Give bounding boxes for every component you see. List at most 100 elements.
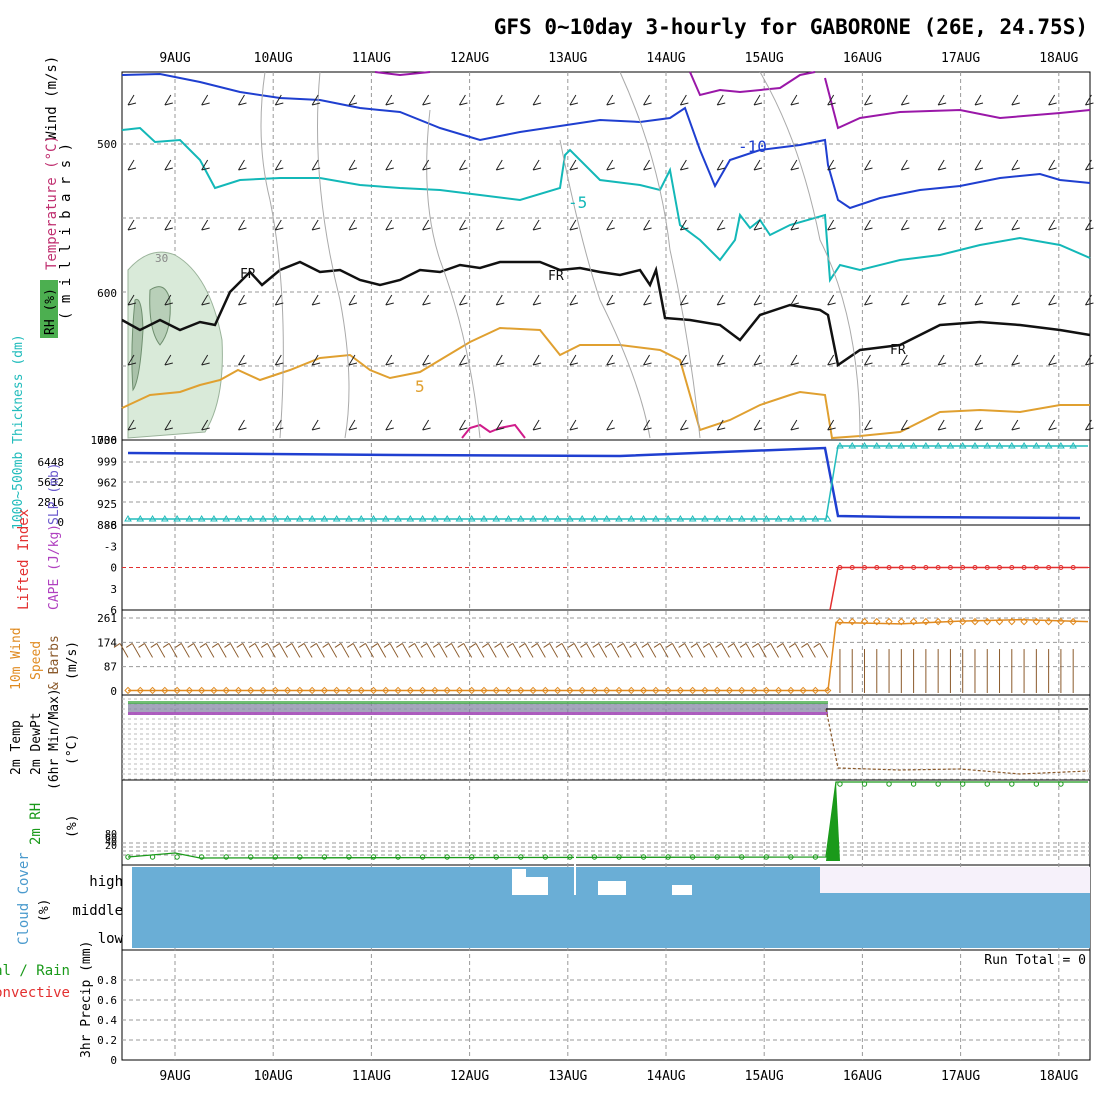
wind10m-barb <box>531 643 546 658</box>
wind-speed-marker <box>553 686 562 695</box>
temp2m-label-2: 2m DewPt <box>29 712 44 775</box>
date-label-bottom: 16AUG <box>843 1069 882 1084</box>
wind10m-barb <box>543 643 559 658</box>
thickness-marker <box>946 442 955 449</box>
wind-barb <box>974 94 984 106</box>
rh-marker <box>248 854 254 860</box>
wind10m-barb <box>310 643 325 658</box>
contour-label-fr-2: FR <box>548 269 564 284</box>
wind-speed-marker <box>210 686 218 695</box>
temp-band-green <box>128 701 828 704</box>
wind-barb <box>238 419 247 431</box>
thickness-marker <box>860 442 869 449</box>
wind-barb <box>348 94 358 106</box>
precip-tick: 0.6 <box>97 994 117 1007</box>
wind-barb <box>422 294 431 306</box>
wind-barb <box>937 159 947 171</box>
date-label-top: 16AUG <box>843 51 882 66</box>
wind-barb <box>1048 219 1057 231</box>
wind-barb <box>458 419 468 431</box>
wind10m-barb <box>150 643 166 658</box>
wind-barb <box>1085 94 1094 106</box>
wind-barb <box>274 294 284 306</box>
rh-marker <box>837 781 843 787</box>
cape-label-li: Lifted Index <box>16 509 32 610</box>
li-marker <box>1046 565 1052 570</box>
wind-barb <box>385 354 394 366</box>
slp-tick: 999 <box>97 455 117 468</box>
cloud-clear-high <box>820 867 1090 893</box>
wind-barb <box>937 219 947 231</box>
wind10m-barb <box>666 643 681 658</box>
wind-speed-marker <box>627 686 635 695</box>
wind-barb <box>495 219 505 231</box>
wind-barb <box>127 159 137 171</box>
precip-tick: 0.2 <box>97 1034 117 1047</box>
wind-barb <box>937 419 947 431</box>
slp-panel: 1036 999 962 925 888 6448 5632 2816 0 <box>38 434 1090 532</box>
wind-barb <box>532 354 542 366</box>
precip-panel: 0.8 0.6 0.4 0.2 0 <box>97 974 1090 1067</box>
wind10m-barb <box>727 643 743 658</box>
thickness-marker <box>430 515 439 522</box>
li-marker <box>911 565 917 570</box>
thickness-marker <box>676 515 685 522</box>
thickness-marker <box>602 515 611 522</box>
wind-barb <box>1011 354 1020 366</box>
wind-barb <box>569 219 579 231</box>
wind-barb <box>900 354 910 366</box>
rh-marker <box>1058 781 1064 787</box>
wind-barb <box>422 94 431 106</box>
wind10m-barb <box>776 643 792 658</box>
wind-speed-marker <box>701 686 709 695</box>
thickness-marker <box>308 515 317 522</box>
wind-barb <box>827 419 836 431</box>
wind-barb <box>532 294 542 306</box>
wind-speed-marker <box>308 686 316 695</box>
wind10m-barb <box>469 643 485 658</box>
thickness-marker <box>210 515 218 522</box>
thickness-tick: 0 <box>57 516 64 529</box>
wind-barb <box>643 419 652 431</box>
slp-tick: 1036 <box>91 434 118 447</box>
thickness-marker <box>283 515 292 522</box>
rh-marker <box>861 781 868 787</box>
wind10m-barb <box>273 643 289 658</box>
thickness-marker <box>688 515 697 522</box>
wind-label-3: & Barbs <box>47 635 62 690</box>
precip-tick: 0.8 <box>97 974 117 987</box>
precip-label-3: 3hr Precip (mm) <box>79 941 94 1058</box>
thickness-marker <box>124 515 132 522</box>
wind-barb <box>1048 419 1057 431</box>
wind-barb <box>201 354 210 366</box>
cape-panel: -6 -3 0 3 6 <box>104 519 1090 617</box>
contour-label-fr-1: FR <box>240 267 256 282</box>
rh-marker <box>125 854 131 860</box>
contour-label-minus10: -10 <box>738 137 767 156</box>
wind10m-barb <box>125 643 141 658</box>
wind-barb <box>790 294 799 306</box>
rh-marker <box>616 854 622 860</box>
wind10m-barb <box>175 643 190 658</box>
wind-barb <box>827 354 836 366</box>
wind-speed-marker <box>418 686 427 695</box>
thickness-marker <box>627 515 636 522</box>
wind-barb <box>274 219 284 231</box>
wind10m-barb <box>641 643 657 658</box>
wind-barb <box>864 294 873 306</box>
wind-barb <box>716 159 726 171</box>
thickness-marker <box>750 515 758 522</box>
wind-barb <box>606 354 615 366</box>
wind-barb <box>1011 94 1020 106</box>
wind-barb <box>900 159 910 171</box>
rh2m-label: 2m RH <box>28 803 44 845</box>
wind-speed-marker <box>639 686 648 695</box>
thickness-marker <box>222 515 231 522</box>
cloud-gap <box>672 885 692 895</box>
wind-barb <box>274 159 284 171</box>
wind-barb <box>422 159 431 171</box>
rh-marker <box>297 854 303 860</box>
wind10m-barb <box>567 643 583 658</box>
